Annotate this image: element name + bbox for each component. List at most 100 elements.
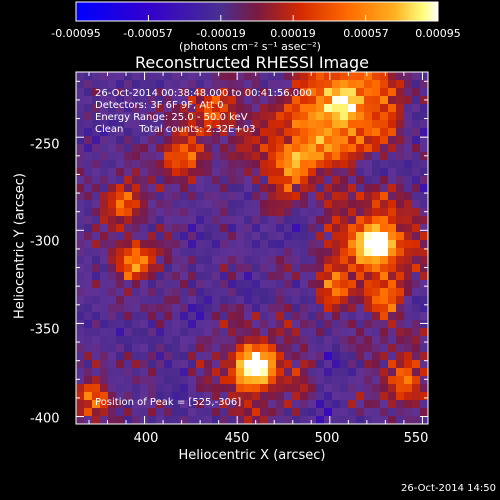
heatmap-cell bbox=[388, 368, 397, 377]
heatmap-cell bbox=[412, 144, 421, 153]
heatmap-cell bbox=[140, 176, 149, 185]
heatmap-cell bbox=[260, 392, 269, 401]
heatmap-cell bbox=[196, 272, 205, 281]
heatmap-cell bbox=[212, 120, 221, 129]
heatmap-cell bbox=[348, 160, 357, 169]
heatmap-cell bbox=[380, 120, 389, 129]
heatmap-cell bbox=[76, 88, 85, 97]
heatmap-cell bbox=[276, 112, 285, 121]
heatmap-cell bbox=[356, 104, 365, 113]
heatmap-cell bbox=[332, 96, 341, 105]
heatmap-cell bbox=[140, 88, 149, 97]
heatmap-cell bbox=[348, 168, 357, 177]
heatmap-cell bbox=[388, 304, 397, 313]
heatmap-cell bbox=[372, 328, 381, 337]
heatmap-cell bbox=[172, 160, 181, 169]
heatmap-cell bbox=[76, 96, 85, 105]
heatmap-cell bbox=[364, 200, 373, 209]
heatmap-cell bbox=[220, 328, 229, 337]
heatmap-cell bbox=[180, 368, 189, 377]
heatmap-cell bbox=[340, 128, 349, 137]
heatmap-cell bbox=[220, 288, 229, 297]
heatmap-cell bbox=[228, 328, 237, 337]
heatmap-cell bbox=[404, 136, 413, 145]
heatmap-cell bbox=[356, 280, 365, 289]
heatmap-cell bbox=[84, 248, 93, 257]
heatmap-cell bbox=[236, 160, 245, 169]
heatmap-cell bbox=[188, 192, 197, 201]
heatmap-cell bbox=[324, 312, 333, 321]
heatmap-cell bbox=[196, 280, 205, 289]
heatmap-cell bbox=[148, 176, 157, 185]
heatmap-cell bbox=[284, 144, 293, 153]
heatmap-cell bbox=[284, 96, 293, 105]
heatmap-cell bbox=[212, 160, 221, 169]
heatmap-cell bbox=[380, 168, 389, 177]
heatmap-cell bbox=[276, 360, 285, 369]
heatmap-cell bbox=[300, 200, 309, 209]
colorbar-ticks bbox=[75, 15, 439, 21]
heatmap-cell bbox=[372, 152, 381, 161]
heatmap-cell bbox=[76, 368, 85, 377]
heatmap-cell bbox=[124, 360, 133, 369]
heatmap-cell bbox=[108, 96, 117, 105]
heatmap-cell bbox=[380, 352, 389, 361]
heatmap-cell bbox=[396, 248, 405, 257]
heatmap-cell bbox=[252, 384, 261, 393]
heatmap-cell bbox=[116, 304, 125, 313]
heatmap-cell bbox=[284, 376, 293, 385]
heatmap-cell bbox=[156, 280, 165, 289]
heatmap-cell bbox=[300, 344, 309, 353]
heatmap-cell bbox=[372, 312, 381, 321]
heatmap-cell bbox=[292, 368, 301, 377]
heatmap-cell bbox=[316, 288, 325, 297]
heatmap-cell bbox=[348, 88, 357, 97]
heatmap-cell bbox=[348, 136, 357, 145]
heatmap-cell bbox=[164, 384, 173, 393]
heatmap-cell bbox=[356, 144, 365, 153]
heatmap-cell bbox=[188, 184, 197, 193]
heatmap-cell bbox=[236, 136, 245, 145]
heatmap-cell bbox=[180, 168, 189, 177]
heatmap-cell bbox=[396, 160, 405, 169]
heatmap-cell bbox=[212, 176, 221, 185]
heatmap-cell bbox=[100, 160, 109, 169]
heatmap-cell bbox=[92, 160, 101, 169]
heatmap-cell bbox=[292, 240, 301, 249]
heatmap-cell bbox=[204, 264, 213, 273]
heatmap-cell bbox=[228, 96, 237, 105]
heatmap-cell bbox=[164, 200, 173, 209]
heatmap-cell bbox=[412, 160, 421, 169]
heatmap-cell bbox=[84, 144, 93, 153]
heatmap-cell bbox=[156, 392, 165, 401]
heatmap-cell bbox=[108, 224, 117, 233]
heatmap-cell bbox=[284, 336, 293, 345]
heatmap-cell bbox=[148, 144, 157, 153]
y-axis-label: Heliocentric Y (arcsec) bbox=[12, 173, 28, 319]
heatmap-cell bbox=[420, 272, 429, 281]
heatmap-cell bbox=[116, 256, 125, 265]
heatmap-cell bbox=[420, 256, 429, 265]
heatmap-cell bbox=[172, 336, 181, 345]
heatmap-cell bbox=[268, 312, 277, 321]
heatmap-cell bbox=[132, 248, 141, 257]
heatmap-cell bbox=[396, 80, 405, 89]
heatmap-cell bbox=[92, 392, 101, 401]
heatmap-cell bbox=[316, 184, 325, 193]
heatmap-cell bbox=[324, 184, 333, 193]
heatmap-cell bbox=[420, 192, 429, 201]
heatmap-cell bbox=[228, 208, 237, 217]
heatmap-cell bbox=[268, 368, 277, 377]
heatmap-cell bbox=[404, 344, 413, 353]
heatmap-cell bbox=[148, 416, 157, 425]
heatmap-cell bbox=[388, 384, 397, 393]
heatmap-cell bbox=[132, 256, 141, 265]
heatmap-cell bbox=[196, 360, 205, 369]
heatmap-cell bbox=[180, 344, 189, 353]
heatmap-cell bbox=[76, 240, 85, 249]
heatmap-cell bbox=[180, 328, 189, 337]
heatmap-cell bbox=[244, 232, 253, 241]
heatmap-cell bbox=[268, 408, 277, 417]
heatmap-cell bbox=[396, 288, 405, 297]
heatmap-cell bbox=[340, 192, 349, 201]
